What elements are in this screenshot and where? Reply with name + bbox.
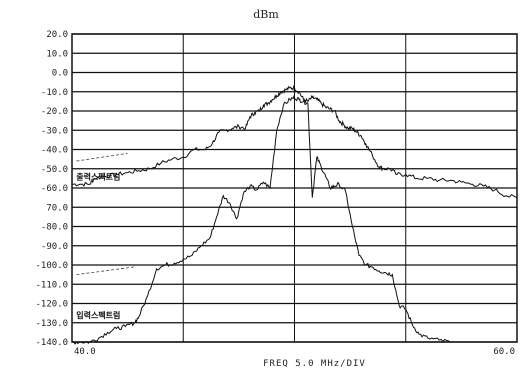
y-tick-label: 10.0 <box>46 49 68 59</box>
x-tick-label-right: 60.0 <box>493 347 515 357</box>
y-tick-label: 70.0 <box>46 203 68 213</box>
y-tick-label: -130.0 <box>35 319 68 329</box>
y-tick-labels: 20.0 10.0 0.0 -10.0 -20.0 -30.0 -40.0 -50.0 -60.… <box>35 30 68 348</box>
y-tick-label: -120.0 <box>35 300 68 310</box>
y-tick-label: -50.0 <box>41 165 68 175</box>
y-tick-label: -80.0 <box>41 223 68 233</box>
y-tick-label: -140.0 <box>35 338 68 348</box>
annotation-label: 입력스펙트럼 <box>76 310 120 320</box>
y-tick-label: -30.0 <box>41 126 68 136</box>
y-tick-label: -20.0 <box>41 107 68 117</box>
annotation-leader <box>76 152 128 162</box>
y-tick-label: -110.0 <box>35 280 68 290</box>
annotation-label: 출력스펙트럼 <box>76 171 120 181</box>
series-line-2 <box>71 95 451 345</box>
series-layer <box>71 84 518 345</box>
y-tick-label: -40.0 <box>41 146 68 156</box>
y-tick-label: -10.0 <box>41 88 68 98</box>
y-tick-label: -90.0 <box>41 242 68 252</box>
series-line-1 <box>72 84 518 199</box>
chart-title: dBm <box>253 8 279 21</box>
x-tick-label-left: 40.0 <box>74 347 96 357</box>
y-tick-label: 0.0 <box>52 69 68 79</box>
y-tick-label: -60.0 <box>41 184 68 194</box>
x-axis-title: FREQ 5.0 MHz/DIV <box>263 359 366 369</box>
annotation-leader <box>76 266 135 276</box>
y-tick-label: 20.0 <box>46 30 68 40</box>
grid <box>71 33 518 343</box>
y-tick-label: -100.0 <box>35 261 68 271</box>
